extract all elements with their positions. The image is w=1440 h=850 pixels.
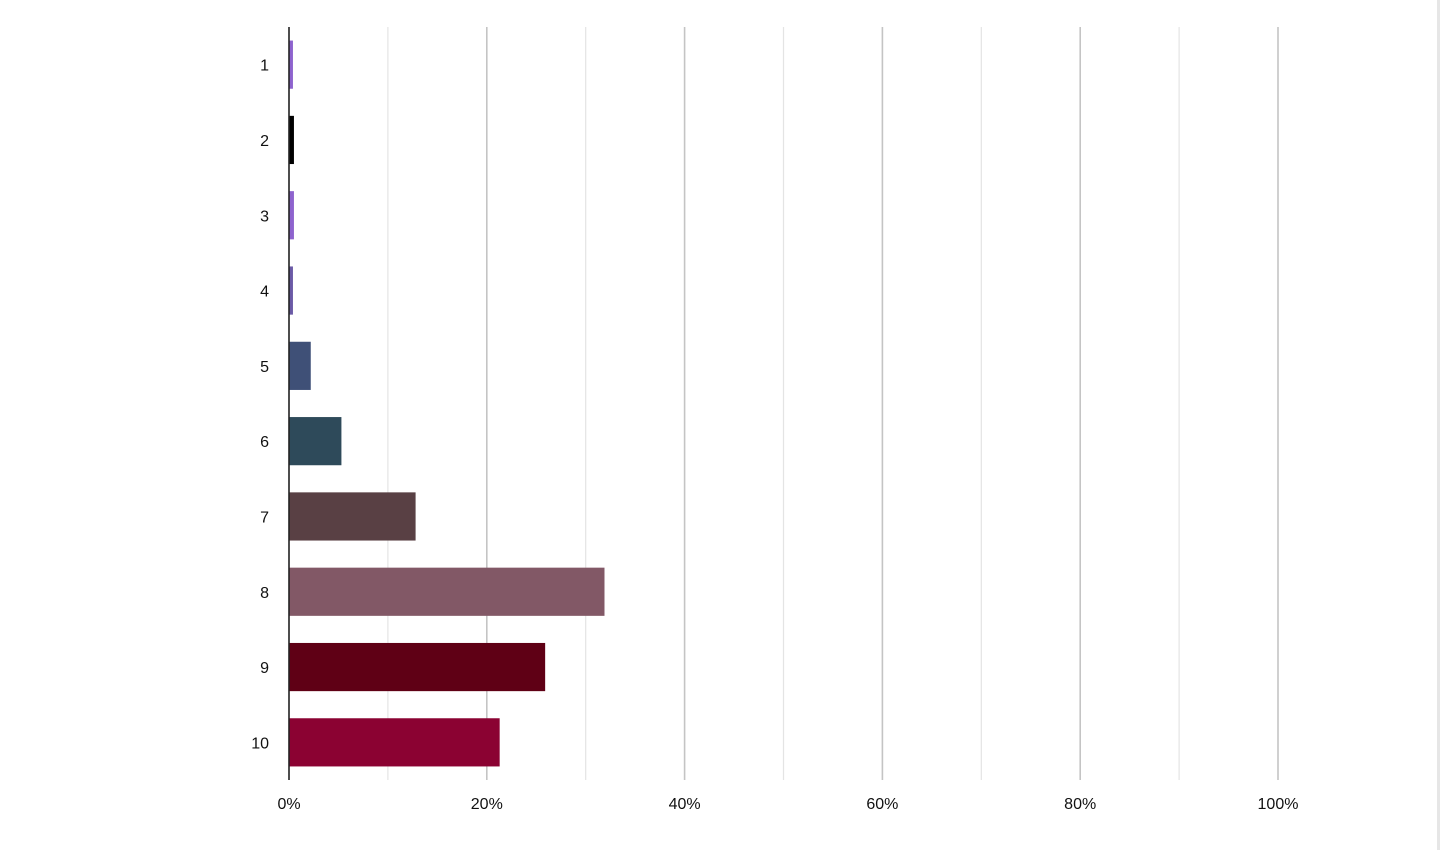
x-tick-label-80: 80% xyxy=(1064,796,1096,813)
x-tick-label-60: 60% xyxy=(866,796,898,813)
grid-lines xyxy=(387,27,1279,780)
x-tick-label-100: 100% xyxy=(1258,796,1299,813)
x-tick-label-40: 40% xyxy=(669,796,701,813)
bar-2 xyxy=(289,115,294,165)
category-label-1: 1 xyxy=(260,58,269,75)
category-label-7: 7 xyxy=(260,509,269,526)
x-tick-label-0: 0% xyxy=(277,796,300,813)
bar-7 xyxy=(289,492,416,541)
bars xyxy=(289,40,605,767)
bar-3 xyxy=(289,191,294,240)
bar-6 xyxy=(289,417,342,466)
category-label-10: 10 xyxy=(251,735,269,752)
x-tick-label-20: 20% xyxy=(471,796,503,813)
category-labels: 1 2 3 4 5 6 7 8 9 10 xyxy=(251,58,269,753)
category-label-3: 3 xyxy=(260,208,269,225)
bar-8 xyxy=(289,567,605,616)
category-label-5: 5 xyxy=(260,359,269,376)
category-label-9: 9 xyxy=(260,660,269,677)
bar-9 xyxy=(289,642,546,692)
category-label-6: 6 xyxy=(260,434,269,451)
x-tick-labels: 0% 20% 40% 60% 80% 100% xyxy=(277,796,1298,813)
category-label-8: 8 xyxy=(260,585,269,602)
category-label-2: 2 xyxy=(260,133,269,150)
bar-1 xyxy=(289,40,293,89)
right-border xyxy=(1437,0,1440,850)
bar-5 xyxy=(289,341,311,390)
category-label-4: 4 xyxy=(260,284,269,301)
bar-4 xyxy=(289,266,293,315)
bar-10 xyxy=(289,718,500,767)
